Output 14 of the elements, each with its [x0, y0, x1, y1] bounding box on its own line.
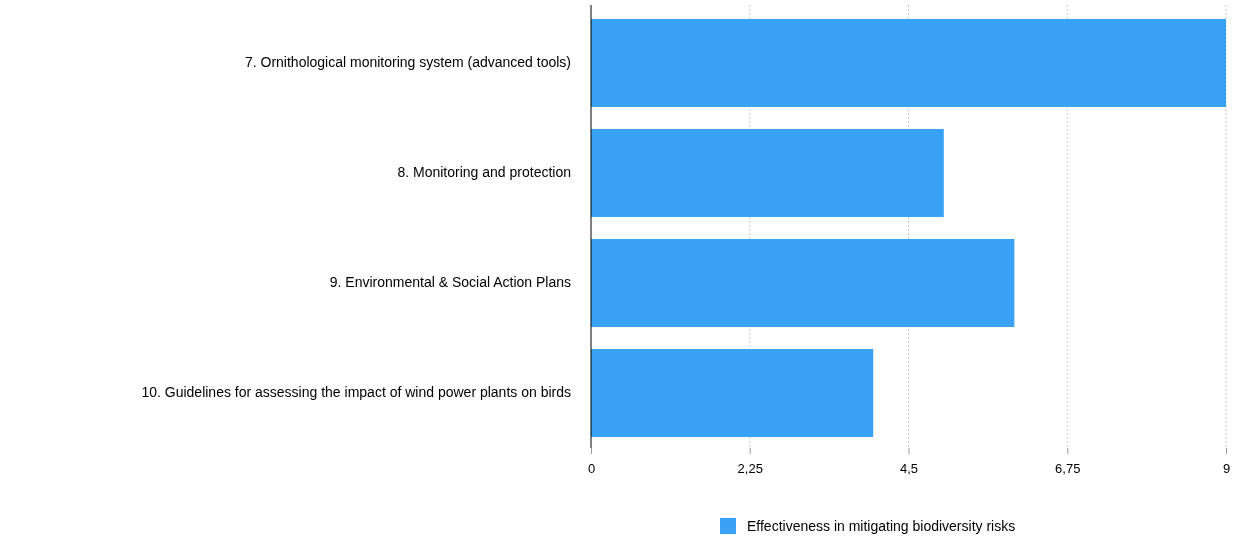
x-tick-label: 0: [587, 460, 596, 476]
bar: [591, 129, 944, 217]
bar: [591, 239, 1015, 327]
bar: [591, 19, 1226, 107]
x-tick-label: 4,5: [899, 460, 919, 476]
x-tick-label: 2,25: [737, 460, 763, 476]
y-tick-label: 8. Monitoring and protection: [397, 164, 571, 181]
y-tick-label: 7. Ornithological monitoring system (advanced tools): [244, 54, 571, 71]
x-tick-label: 9: [1222, 460, 1231, 476]
bar: [591, 349, 874, 437]
legend-label: Effectiveness in mitigating biodiversity risks: [747, 518, 1016, 534]
y-tick-label: 10. Guidelines for assessing the impact of wind power plants on birds: [141, 384, 571, 401]
y-tick-label: 9. Environmental & Social Action Plans: [329, 274, 571, 291]
x-tick-label: 6,75: [1055, 460, 1081, 476]
